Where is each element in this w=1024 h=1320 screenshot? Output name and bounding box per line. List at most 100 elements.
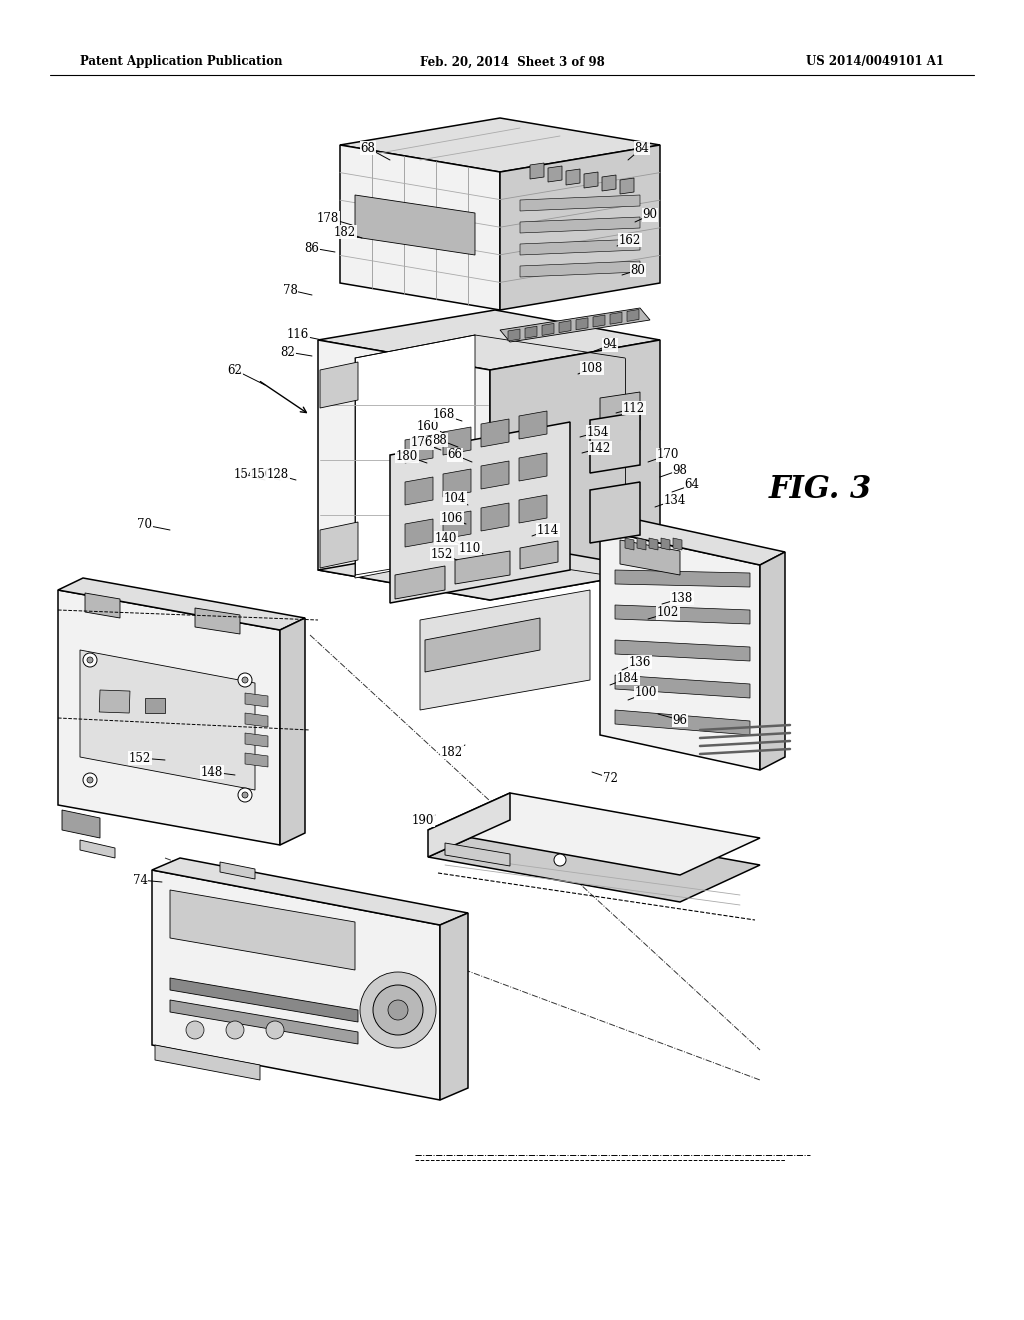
Polygon shape: [390, 422, 570, 603]
Text: 140: 140: [435, 532, 457, 544]
Polygon shape: [280, 618, 305, 845]
Polygon shape: [600, 517, 785, 565]
Text: 116: 116: [287, 329, 309, 342]
Polygon shape: [490, 341, 660, 601]
Polygon shape: [481, 461, 509, 488]
Polygon shape: [520, 541, 558, 569]
Polygon shape: [319, 362, 358, 408]
Circle shape: [83, 653, 97, 667]
Text: 64: 64: [684, 479, 699, 491]
Polygon shape: [600, 392, 640, 436]
Polygon shape: [80, 649, 255, 789]
Polygon shape: [62, 810, 100, 838]
Polygon shape: [428, 793, 510, 857]
Text: 134: 134: [664, 494, 686, 507]
Polygon shape: [170, 890, 355, 970]
Polygon shape: [443, 511, 471, 539]
Polygon shape: [519, 453, 547, 480]
Polygon shape: [318, 341, 490, 601]
Polygon shape: [637, 539, 646, 550]
Text: Feb. 20, 2014  Sheet 3 of 98: Feb. 20, 2014 Sheet 3 of 98: [420, 55, 604, 69]
Polygon shape: [584, 172, 598, 187]
Polygon shape: [420, 590, 590, 710]
Circle shape: [360, 972, 436, 1048]
Text: 150: 150: [251, 469, 273, 482]
Text: 160: 160: [417, 421, 439, 433]
Polygon shape: [542, 323, 554, 335]
Text: 68: 68: [360, 141, 376, 154]
Text: 82: 82: [281, 346, 295, 359]
Text: 178: 178: [316, 211, 339, 224]
Text: 154: 154: [233, 469, 256, 482]
Polygon shape: [760, 552, 785, 770]
Polygon shape: [355, 335, 475, 578]
Polygon shape: [443, 469, 471, 498]
Polygon shape: [593, 315, 605, 327]
Circle shape: [373, 985, 423, 1035]
Polygon shape: [318, 310, 660, 370]
Text: 78: 78: [283, 284, 297, 297]
Polygon shape: [602, 176, 616, 191]
Text: 148: 148: [201, 766, 223, 779]
Text: 84: 84: [635, 141, 649, 154]
Text: 62: 62: [227, 363, 243, 376]
Circle shape: [226, 1020, 244, 1039]
Text: 136: 136: [629, 656, 651, 668]
Text: 162: 162: [618, 234, 641, 247]
Text: 114: 114: [537, 524, 559, 536]
Polygon shape: [519, 495, 547, 523]
Polygon shape: [615, 640, 750, 661]
Polygon shape: [428, 793, 760, 875]
Text: 142: 142: [589, 441, 611, 454]
Polygon shape: [245, 733, 268, 747]
Text: 86: 86: [304, 242, 319, 255]
Circle shape: [266, 1020, 284, 1039]
Text: 96: 96: [673, 714, 687, 726]
Polygon shape: [662, 539, 670, 550]
Text: 180: 180: [396, 450, 418, 462]
Text: 70: 70: [137, 519, 153, 532]
Text: 168: 168: [433, 408, 455, 421]
Polygon shape: [500, 308, 650, 342]
Polygon shape: [395, 566, 445, 599]
Polygon shape: [615, 675, 750, 698]
Polygon shape: [443, 426, 471, 455]
Polygon shape: [425, 618, 540, 672]
Polygon shape: [530, 162, 544, 180]
Text: 152: 152: [431, 548, 454, 561]
Polygon shape: [620, 540, 680, 576]
Text: 128: 128: [267, 469, 289, 482]
Polygon shape: [340, 145, 500, 310]
Polygon shape: [590, 482, 640, 543]
Circle shape: [242, 792, 248, 799]
Polygon shape: [406, 436, 433, 463]
Text: 112: 112: [623, 401, 645, 414]
Polygon shape: [170, 978, 358, 1022]
Polygon shape: [520, 261, 640, 277]
Polygon shape: [520, 239, 640, 255]
Polygon shape: [627, 309, 639, 321]
Polygon shape: [355, 195, 475, 255]
Polygon shape: [575, 318, 588, 330]
Text: 98: 98: [673, 463, 687, 477]
Circle shape: [87, 657, 93, 663]
Polygon shape: [428, 820, 760, 902]
Polygon shape: [319, 521, 358, 568]
Polygon shape: [500, 145, 660, 310]
Circle shape: [238, 673, 252, 686]
Circle shape: [87, 777, 93, 783]
Text: 152: 152: [129, 751, 152, 764]
Polygon shape: [445, 843, 510, 866]
Circle shape: [83, 774, 97, 787]
Text: 90: 90: [642, 209, 657, 222]
Polygon shape: [440, 913, 468, 1100]
Polygon shape: [406, 519, 433, 546]
Circle shape: [186, 1020, 204, 1039]
Bar: [99, 690, 130, 713]
Text: 102: 102: [656, 606, 679, 619]
Polygon shape: [455, 550, 510, 583]
Polygon shape: [610, 313, 622, 325]
Text: 170: 170: [656, 449, 679, 462]
Polygon shape: [152, 858, 468, 925]
Polygon shape: [245, 693, 268, 708]
